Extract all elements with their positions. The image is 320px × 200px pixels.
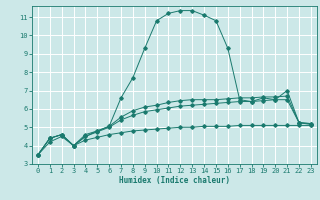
X-axis label: Humidex (Indice chaleur): Humidex (Indice chaleur) [119, 176, 230, 185]
